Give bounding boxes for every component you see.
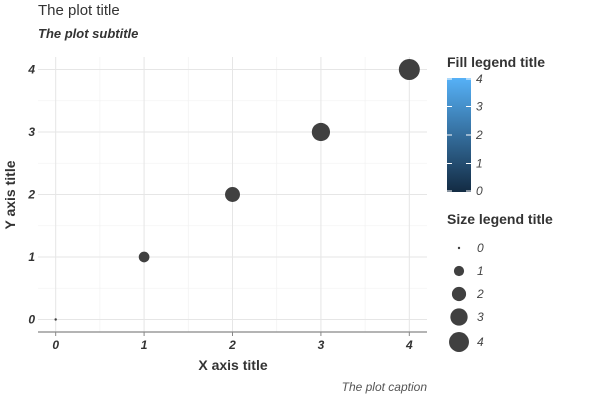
- y-tick-label: 4: [27, 63, 35, 77]
- x-tick-label: 1: [141, 338, 148, 352]
- size-legend-label: 2: [476, 287, 484, 301]
- size-legend-key: [451, 286, 467, 302]
- size-legend-key: [450, 308, 468, 326]
- grid-lines: [38, 57, 427, 332]
- size-legend-key: [457, 246, 461, 250]
- y-tick-label: 0: [28, 313, 35, 327]
- x-tick-label: 3: [318, 338, 325, 352]
- data-point: [54, 318, 57, 321]
- chart-subtitle: The plot subtitle: [38, 26, 138, 41]
- y-axis-title: Y axis title: [2, 160, 18, 229]
- data-point: [398, 59, 420, 80]
- x-tick-label: 0: [52, 338, 59, 352]
- size-legend-label: 3: [477, 310, 484, 324]
- tick-labels: 0 1 2 3 4 0 1 2 3 4: [27, 63, 413, 353]
- size-legend-key: [453, 265, 465, 277]
- y-tick-label: 1: [28, 250, 35, 264]
- x-tick-label: 4: [405, 338, 413, 352]
- size-legend-label: 1: [477, 264, 484, 278]
- fill-legend-label: 3: [476, 100, 483, 114]
- x-tick-label: 2: [228, 338, 236, 352]
- size-legend-title: Size legend title: [447, 211, 553, 227]
- size-legend-label: 4: [477, 335, 484, 349]
- fill-legend-label: 1: [476, 157, 483, 171]
- chart-caption: The plot caption: [342, 380, 428, 394]
- x-axis-title: X axis title: [198, 357, 267, 373]
- axes: [38, 331, 427, 336]
- data-point: [225, 187, 240, 202]
- data-point: [311, 122, 331, 142]
- fill-legend-title: Fill legend title: [447, 54, 545, 70]
- fill-legend-label: 4: [476, 72, 483, 86]
- fill-legend-label: 2: [475, 128, 483, 142]
- fill-legend-label: 0: [476, 184, 483, 198]
- y-tick-label: 2: [27, 188, 35, 202]
- data-points: [54, 59, 420, 321]
- size-legend: Size legend title 0 1 2 3 4: [447, 211, 553, 352]
- fill-legend: Fill legend title 0 1 2 3 4: [447, 54, 545, 198]
- data-point: [138, 251, 150, 263]
- y-tick-label: 3: [28, 125, 35, 139]
- chart-title: The plot title: [38, 2, 120, 19]
- size-legend-label: 0: [477, 241, 484, 255]
- size-legend-key: [449, 332, 469, 352]
